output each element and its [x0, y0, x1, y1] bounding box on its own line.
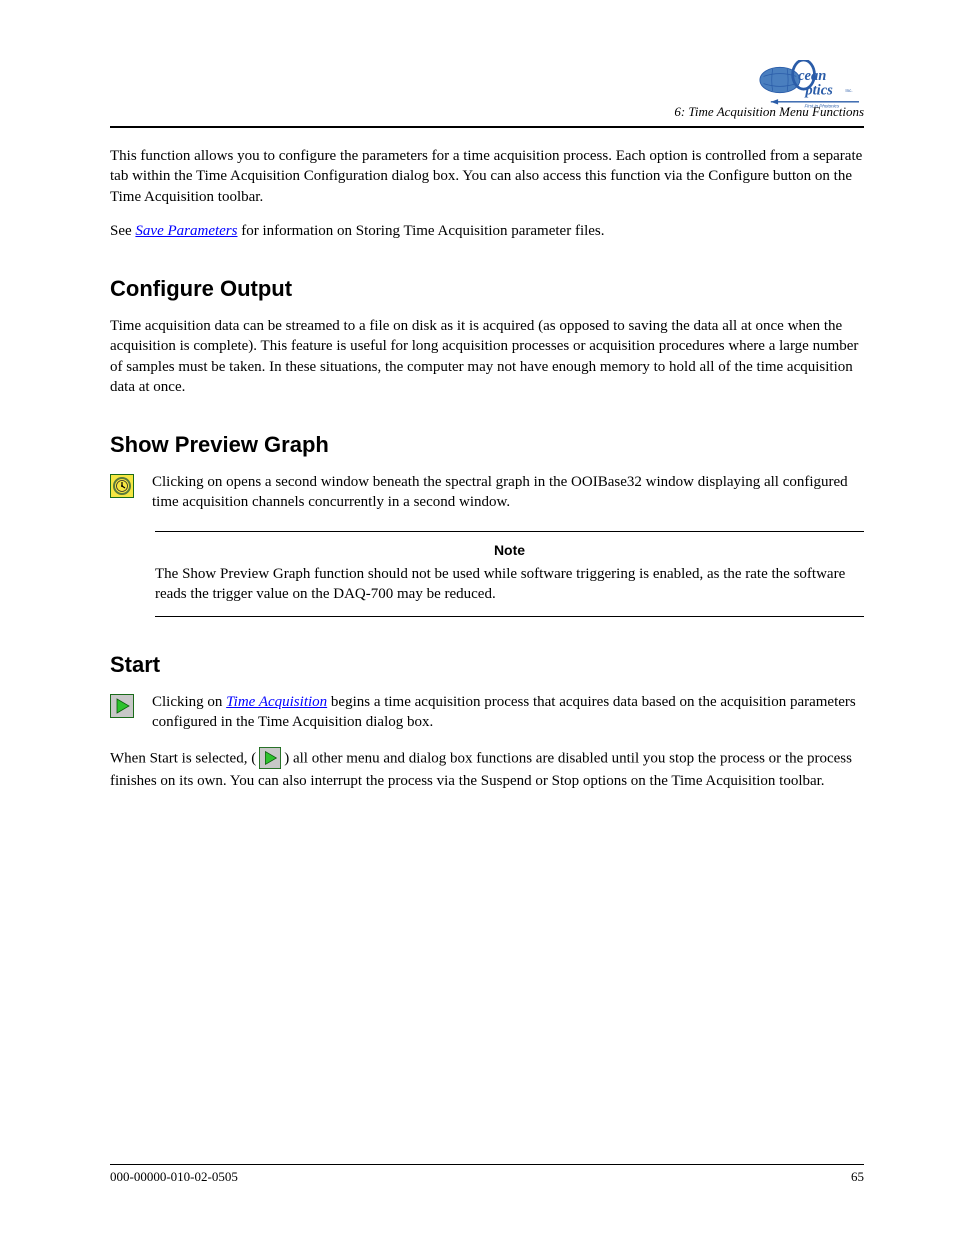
note-text: The Show Preview Graph function should n… — [155, 564, 864, 617]
header-breadcrumb: 6: Time Acquisition Menu Functions — [110, 104, 864, 120]
show-preview-graph-heading: Show Preview Graph — [110, 432, 864, 458]
svg-text:First in Photonics: First in Photonics — [804, 103, 839, 108]
ocean-optics-logo-icon: cean ptics Inc. First in Photonics — [754, 60, 864, 110]
header-rule — [110, 126, 864, 128]
show-preview-graph-para: Clicking on opens a second window beneat… — [110, 472, 864, 513]
svg-text:ptics: ptics — [803, 83, 833, 99]
svg-text:Inc.: Inc. — [845, 88, 852, 93]
play-icon-inline — [258, 747, 282, 771]
play-icon — [110, 694, 134, 718]
footer: 000-00000-010-02-0505 65 — [110, 1164, 864, 1185]
config-intro-para2-prefix: See — [110, 223, 135, 239]
start-para1-prefix: Clicking on — [152, 694, 226, 710]
start-para2: When Start is selected, ( ) all other me… — [110, 747, 864, 791]
footer-page-number: 65 — [851, 1169, 864, 1185]
config-intro-para2: See Save Parameters for information on S… — [110, 221, 864, 241]
config-intro-para1: This function allows you to configure th… — [110, 146, 864, 207]
note-box: Note The Show Preview Graph function sho… — [155, 531, 864, 618]
time-acquisition-link[interactable]: Time Acquisition — [226, 694, 327, 710]
start-para1: Clicking on Time Acquisition begins a ti… — [110, 692, 864, 733]
config-intro-para2-suffix: for information on Storing Time Acquisit… — [237, 223, 604, 239]
save-parameters-link[interactable]: Save Parameters — [135, 223, 237, 239]
logo: cean ptics Inc. First in Photonics — [754, 60, 864, 110]
header-row: cean ptics Inc. First in Photonics — [110, 60, 864, 110]
configure-output-para: Time acquisition data can be streamed to… — [110, 316, 864, 397]
footer-doc-id: 000-00000-010-02-0505 — [110, 1169, 238, 1185]
preview-para-prefix: Clicking on — [152, 474, 226, 490]
page: cean ptics Inc. First in Photonics 6: Ti… — [0, 0, 954, 1235]
note-rule-bottom — [155, 616, 864, 617]
start-para2-prefix: When Start is selected, ( — [110, 750, 256, 766]
preview-para-suffix: opens a second window beneath the spectr… — [152, 474, 848, 510]
note-label: Note — [155, 532, 864, 564]
start-heading: Start — [110, 652, 864, 678]
footer-rule — [110, 1164, 864, 1165]
clock-icon — [110, 474, 134, 498]
configure-output-heading: Configure Output — [110, 276, 864, 302]
